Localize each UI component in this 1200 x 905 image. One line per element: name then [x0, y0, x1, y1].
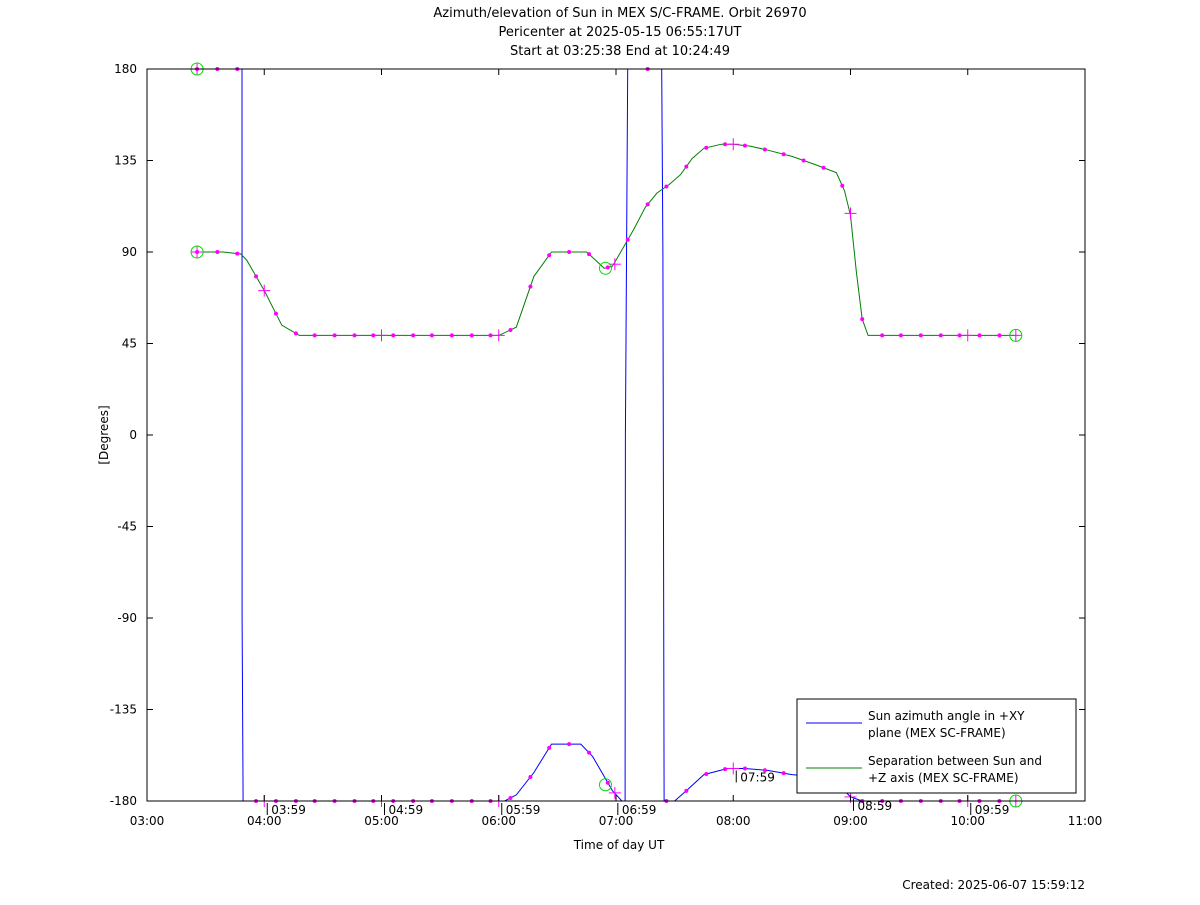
- time-label: 03:59: [271, 803, 306, 817]
- time-label: 07:59: [740, 770, 775, 784]
- sample-dot-marker: [488, 333, 493, 338]
- sample-dot-marker: [293, 331, 298, 336]
- legend-entry-label: +Z axis (MEX SC-FRAME): [868, 771, 1019, 785]
- legend-entry-label: plane (MEX SC-FRAME): [868, 726, 1006, 740]
- y-axis-label: [Degrees]: [97, 405, 111, 464]
- sample-dot-marker: [587, 750, 592, 755]
- sample-dot-marker: [528, 284, 533, 289]
- sample-dot-marker: [860, 317, 865, 322]
- sample-dot-marker: [235, 251, 240, 256]
- sample-dot-marker: [528, 775, 533, 780]
- sample-dot-marker: [997, 333, 1002, 338]
- y-tick-label: 90: [122, 245, 137, 259]
- chart-title: Azimuth/elevation of Sun in MEX S/C-FRAM…: [433, 6, 806, 21]
- time-label-layer: 03:59 04:59 05:59 06:59 07:59 08:59 09:59: [266, 770, 1010, 817]
- sample-dot-marker: [605, 780, 610, 785]
- x-tick-label: 10:00: [950, 814, 985, 828]
- x-tick-label: 06:00: [481, 814, 516, 828]
- sample-dot-marker: [938, 333, 943, 338]
- time-label: 04:59: [389, 803, 424, 817]
- start-end-circle-marker: [190, 245, 204, 259]
- legend-entry-label: Sun azimuth angle in +XY: [868, 709, 1025, 723]
- sample-dot-marker: [704, 145, 709, 150]
- sample-dot-marker: [567, 250, 572, 254]
- sample-dot-marker: [742, 143, 747, 148]
- sample-dot-marker: [352, 333, 357, 338]
- sample-dot-marker: [723, 767, 728, 772]
- sample-dot-marker: [605, 265, 610, 270]
- sample-dot-marker: [332, 333, 337, 338]
- start-end-circle-marker: [598, 261, 612, 275]
- x-tick-label: 04:00: [247, 814, 282, 828]
- sample-dot-marker: [880, 333, 885, 338]
- sample-dot-marker: [411, 333, 416, 338]
- sample-dot-marker: [567, 742, 572, 747]
- legend-entry-label: Separation between Sun and: [868, 754, 1042, 768]
- sample-dot-marker: [821, 165, 826, 170]
- sample-dot-marker: [391, 333, 396, 338]
- created-timestamp: Created: 2025-06-07 15:59:12: [902, 878, 1085, 892]
- sample-dot-marker: [898, 333, 903, 338]
- start-end-circle-marker: [1009, 328, 1023, 342]
- y-tick-label: 180: [114, 62, 137, 76]
- sample-dot-marker: [762, 147, 767, 152]
- y-tick-label: -45: [117, 520, 137, 534]
- sample-dot-marker: [508, 795, 513, 800]
- sample-dot-marker: [781, 771, 786, 776]
- x-tick-label: 05:00: [364, 814, 399, 828]
- legend: Sun azimuth angle in +XY plane (MEX SC-FR…: [796, 698, 1077, 794]
- sample-dot-marker: [723, 142, 728, 147]
- sample-dot-marker: [840, 183, 845, 188]
- x-tick-label: 08:00: [716, 814, 751, 828]
- sample-dot-marker: [742, 766, 747, 771]
- y-tick-label: -90: [117, 611, 137, 625]
- chart-subtitle-pericenter: Pericenter at 2025-05-15 06:55:17UT: [498, 25, 741, 40]
- sample-dot-marker: [469, 333, 474, 338]
- legend-box: [796, 698, 1077, 794]
- sample-dot-marker: [587, 252, 592, 257]
- start-end-circle-marker: [598, 778, 612, 792]
- x-tick-label: 09:00: [833, 814, 868, 828]
- sample-dot-marker: [977, 333, 982, 338]
- y-tick-label: -135: [110, 703, 137, 717]
- sample-dot-marker: [254, 274, 259, 279]
- sample-dot-marker: [762, 768, 767, 773]
- sample-dot-marker: [957, 333, 962, 338]
- time-label: 05:59: [506, 803, 541, 817]
- time-label: 06:59: [622, 803, 657, 817]
- sample-dot-marker: [684, 788, 689, 793]
- sample-dot-marker: [801, 158, 806, 163]
- sample-dot-marker: [664, 184, 669, 189]
- sample-dot-marker: [429, 333, 434, 338]
- sample-dot-marker: [215, 250, 220, 254]
- sample-dot-marker: [371, 333, 376, 338]
- sample-dot-marker: [508, 327, 513, 332]
- chart-subtitle-start-end: Start at 03:25:38 End at 10:24:49: [510, 44, 730, 59]
- sample-dot-marker: [625, 237, 630, 242]
- y-tick-label: -180: [110, 794, 137, 808]
- x-tick-label: 07:00: [599, 814, 634, 828]
- sample-dot-marker: [312, 333, 317, 338]
- x-tick-label: 11:00: [1068, 814, 1103, 828]
- sample-dot-marker: [449, 333, 454, 338]
- sample-dot-marker: [918, 333, 923, 338]
- sample-dot-marker: [645, 202, 650, 207]
- sample-dot-marker: [684, 164, 689, 169]
- sample-dot-marker: [547, 253, 552, 258]
- sample-dot-marker: [704, 771, 709, 776]
- axis-layer: 03:00 04:00 05:00 06:00 07:00 08:00 09:00 10:00…: [110, 62, 1103, 828]
- x-axis-label: Time of day UT: [573, 838, 665, 852]
- y-tick-label: 45: [122, 337, 137, 351]
- sample-dot-marker: [547, 745, 552, 750]
- x-tick-label: 03:00: [130, 814, 165, 828]
- separation-series-line: [197, 143, 1015, 336]
- y-tick-label: 135: [114, 154, 137, 168]
- time-label: 08:59: [858, 799, 893, 813]
- time-label: 09:59: [975, 803, 1010, 817]
- sample-dot-marker: [781, 152, 786, 157]
- y-tick-label: 0: [129, 428, 137, 442]
- sample-dot-marker: [273, 311, 278, 316]
